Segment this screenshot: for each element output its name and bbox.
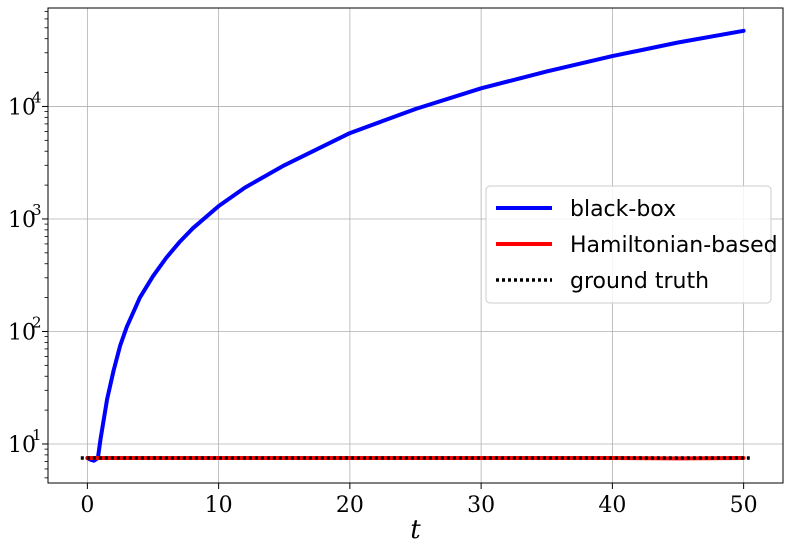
series-line-black-box	[85, 28, 746, 463]
y-tick-label: 103	[8, 201, 42, 233]
x-tick-label: 20	[336, 493, 364, 518]
legend-box	[485, 185, 772, 304]
legend-label: ground truth	[570, 269, 709, 294]
y-tick-exponent: 1	[32, 426, 42, 444]
y-tick-base: 10	[8, 95, 36, 120]
x-axis-label: t	[410, 515, 421, 545]
y-tick-label: 101	[8, 426, 42, 458]
y-tick-label: 104	[8, 88, 42, 120]
legend: black-box Hamiltonian-based ground truth	[485, 185, 778, 304]
x-axis: 0 10 20 30 40 50	[80, 483, 758, 518]
y-tick-base: 10	[8, 320, 36, 345]
series-group	[80, 28, 751, 463]
minor-ticks	[44, 10, 48, 479]
x-tick-label: 0	[80, 493, 94, 518]
y-tick-exponent: 4	[32, 88, 42, 106]
plot-area-frame	[47, 7, 784, 484]
legend-label: black-box	[570, 197, 676, 222]
y-tick-label: 102	[8, 313, 42, 345]
x-tick-label: 30	[467, 493, 495, 518]
y-tick-base: 10	[8, 433, 36, 458]
y-tick-exponent: 2	[32, 313, 42, 331]
x-tick-label: 40	[598, 493, 626, 518]
y-tick-base: 10	[8, 208, 36, 233]
y-tick-exponent: 3	[32, 201, 42, 219]
x-tick-label: 50	[730, 493, 758, 518]
x-tick-label: 10	[205, 493, 233, 518]
legend-label: Hamiltonian-based	[570, 233, 778, 258]
